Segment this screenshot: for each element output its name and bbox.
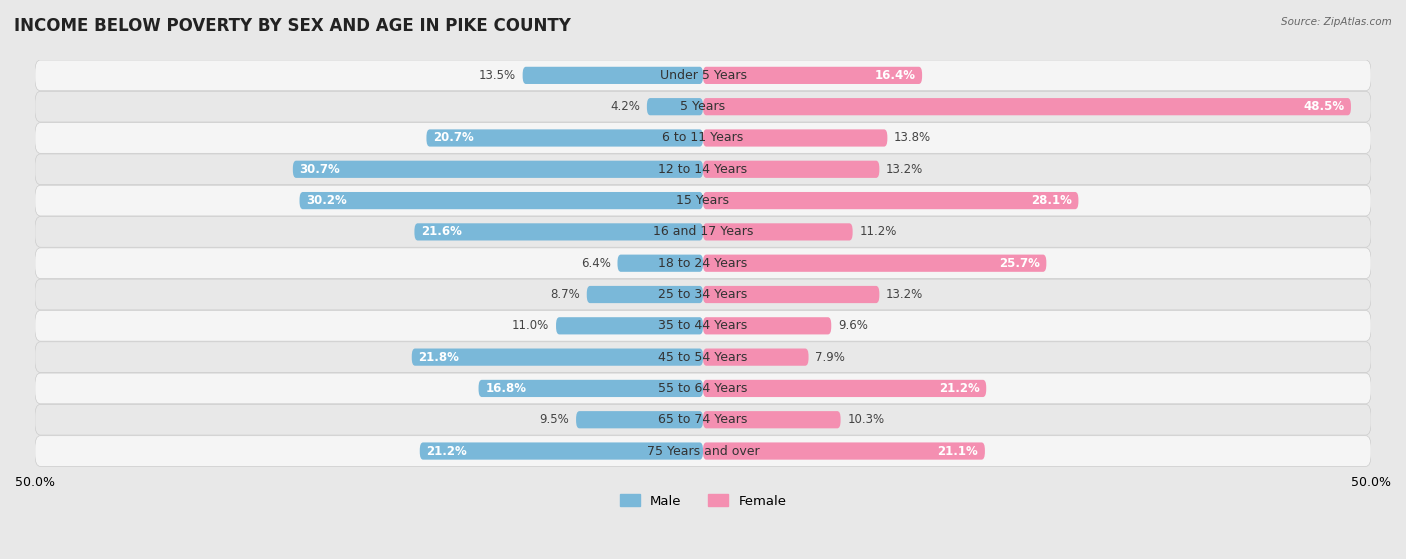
FancyBboxPatch shape: [35, 248, 1371, 278]
FancyBboxPatch shape: [35, 60, 1371, 91]
FancyBboxPatch shape: [576, 411, 703, 428]
FancyBboxPatch shape: [35, 91, 1371, 122]
Text: 55 to 64 Years: 55 to 64 Years: [658, 382, 748, 395]
Text: 21.8%: 21.8%: [419, 350, 460, 363]
Text: 45 to 54 Years: 45 to 54 Years: [658, 350, 748, 363]
FancyBboxPatch shape: [299, 192, 703, 209]
FancyBboxPatch shape: [35, 185, 1371, 216]
FancyBboxPatch shape: [703, 286, 879, 303]
Text: 12 to 14 Years: 12 to 14 Years: [658, 163, 748, 176]
Text: 6 to 11 Years: 6 to 11 Years: [662, 131, 744, 144]
Text: 35 to 44 Years: 35 to 44 Years: [658, 319, 748, 332]
Text: 48.5%: 48.5%: [1303, 100, 1344, 113]
FancyBboxPatch shape: [35, 310, 1371, 341]
Text: 13.2%: 13.2%: [886, 163, 924, 176]
Text: 8.7%: 8.7%: [550, 288, 581, 301]
Text: 28.1%: 28.1%: [1031, 194, 1071, 207]
FancyBboxPatch shape: [703, 254, 1046, 272]
FancyBboxPatch shape: [35, 342, 1371, 372]
Text: 5 Years: 5 Years: [681, 100, 725, 113]
Text: 11.2%: 11.2%: [859, 225, 897, 238]
Text: 21.6%: 21.6%: [422, 225, 463, 238]
FancyBboxPatch shape: [35, 404, 1371, 435]
Text: 4.2%: 4.2%: [610, 100, 640, 113]
Text: 25 to 34 Years: 25 to 34 Years: [658, 288, 748, 301]
FancyBboxPatch shape: [35, 122, 1371, 153]
FancyBboxPatch shape: [703, 192, 1078, 209]
Text: 25.7%: 25.7%: [998, 257, 1039, 269]
Text: 21.1%: 21.1%: [938, 444, 979, 457]
FancyBboxPatch shape: [426, 129, 703, 146]
Text: 9.5%: 9.5%: [540, 413, 569, 426]
Text: 7.9%: 7.9%: [815, 350, 845, 363]
FancyBboxPatch shape: [703, 317, 831, 334]
FancyBboxPatch shape: [703, 442, 984, 459]
FancyBboxPatch shape: [35, 154, 1371, 184]
FancyBboxPatch shape: [703, 129, 887, 146]
FancyBboxPatch shape: [703, 67, 922, 84]
FancyBboxPatch shape: [703, 223, 852, 240]
FancyBboxPatch shape: [412, 348, 703, 366]
Text: 13.2%: 13.2%: [886, 288, 924, 301]
FancyBboxPatch shape: [703, 411, 841, 428]
Text: 16.8%: 16.8%: [485, 382, 526, 395]
FancyBboxPatch shape: [35, 216, 1371, 247]
Text: 75 Years and over: 75 Years and over: [647, 444, 759, 457]
FancyBboxPatch shape: [703, 380, 986, 397]
Text: 11.0%: 11.0%: [512, 319, 550, 332]
Text: 65 to 74 Years: 65 to 74 Years: [658, 413, 748, 426]
Text: 6.4%: 6.4%: [581, 257, 610, 269]
FancyBboxPatch shape: [35, 435, 1371, 466]
Text: 30.7%: 30.7%: [299, 163, 340, 176]
Text: INCOME BELOW POVERTY BY SEX AND AGE IN PIKE COUNTY: INCOME BELOW POVERTY BY SEX AND AGE IN P…: [14, 17, 571, 35]
FancyBboxPatch shape: [523, 67, 703, 84]
FancyBboxPatch shape: [617, 254, 703, 272]
Text: 10.3%: 10.3%: [848, 413, 884, 426]
FancyBboxPatch shape: [703, 160, 879, 178]
Text: Under 5 Years: Under 5 Years: [659, 69, 747, 82]
FancyBboxPatch shape: [292, 160, 703, 178]
Text: 13.8%: 13.8%: [894, 131, 931, 144]
Text: 21.2%: 21.2%: [426, 444, 467, 457]
FancyBboxPatch shape: [647, 98, 703, 115]
Text: 15 Years: 15 Years: [676, 194, 730, 207]
FancyBboxPatch shape: [35, 279, 1371, 310]
Text: 30.2%: 30.2%: [307, 194, 347, 207]
Text: 13.5%: 13.5%: [479, 69, 516, 82]
Text: 18 to 24 Years: 18 to 24 Years: [658, 257, 748, 269]
Text: 16.4%: 16.4%: [875, 69, 915, 82]
FancyBboxPatch shape: [586, 286, 703, 303]
FancyBboxPatch shape: [478, 380, 703, 397]
FancyBboxPatch shape: [703, 98, 1351, 115]
FancyBboxPatch shape: [415, 223, 703, 240]
Text: 20.7%: 20.7%: [433, 131, 474, 144]
Text: 9.6%: 9.6%: [838, 319, 868, 332]
FancyBboxPatch shape: [420, 442, 703, 459]
Text: 21.2%: 21.2%: [939, 382, 980, 395]
FancyBboxPatch shape: [35, 373, 1371, 404]
FancyBboxPatch shape: [555, 317, 703, 334]
FancyBboxPatch shape: [703, 348, 808, 366]
Text: 16 and 17 Years: 16 and 17 Years: [652, 225, 754, 238]
Legend: Male, Female: Male, Female: [614, 489, 792, 513]
Text: Source: ZipAtlas.com: Source: ZipAtlas.com: [1281, 17, 1392, 27]
